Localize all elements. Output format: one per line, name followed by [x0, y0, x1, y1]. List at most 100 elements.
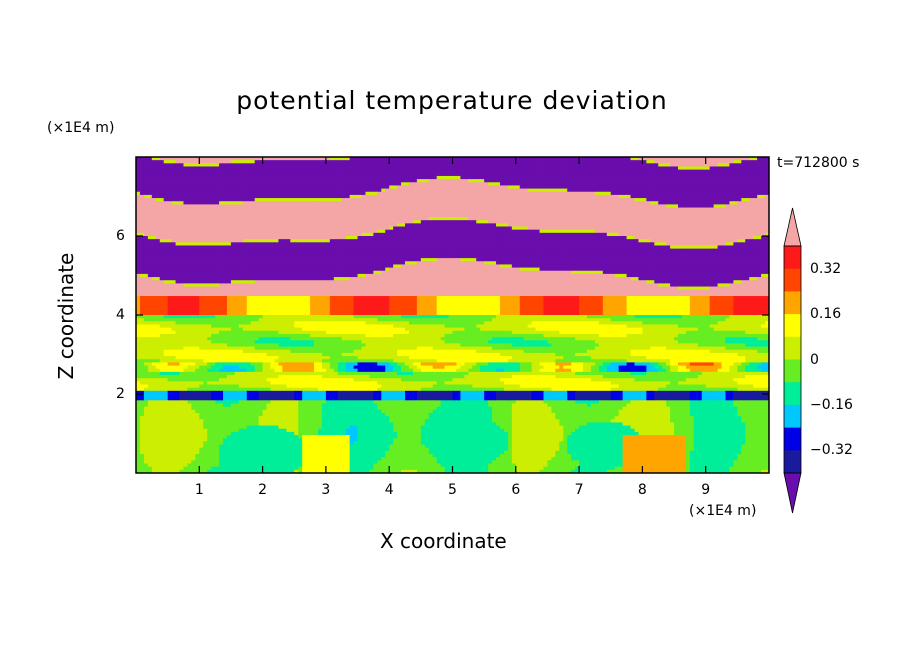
- field-cell: [179, 185, 185, 190]
- field-cell: [579, 157, 584, 161]
- field-cell: [211, 179, 216, 183]
- field-cell: [646, 169, 651, 174]
- field-cell: [678, 169, 683, 174]
- field-cell: [412, 194, 418, 199]
- field-cell: [385, 194, 390, 199]
- field-cell: [630, 188, 636, 193]
- field-cell: [136, 188, 141, 193]
- field-cell: [622, 157, 628, 161]
- field-cell: [337, 157, 343, 161]
- field-cell: [294, 188, 299, 193]
- field-cell: [602, 157, 608, 161]
- field-cell: [674, 166, 679, 171]
- field-cell: [456, 198, 462, 202]
- field-cell: [385, 157, 390, 161]
- field-cell: [456, 157, 462, 161]
- field-cell: [717, 163, 723, 168]
- field-cell: [262, 166, 268, 171]
- field-cell: [147, 157, 153, 161]
- field-cell: [361, 182, 367, 187]
- field-cell: [678, 188, 683, 193]
- field-cell: [333, 175, 339, 180]
- field-cell: [151, 169, 157, 174]
- field-cell: [345, 191, 351, 196]
- field-cell: [171, 194, 177, 199]
- field-cell: [741, 163, 746, 168]
- field-cell: [203, 166, 208, 171]
- field-cell: [503, 157, 509, 161]
- field-cell: [697, 172, 703, 177]
- field-cell: [753, 160, 758, 164]
- field-cell: [571, 194, 576, 199]
- field-cell: [511, 194, 517, 199]
- field-cell: [476, 169, 481, 174]
- field-cell: [456, 179, 462, 183]
- field-cell: [175, 169, 181, 174]
- field-cell: [689, 172, 695, 177]
- field-cell: [674, 160, 679, 164]
- field-cell: [211, 194, 216, 199]
- field-cell: [440, 191, 446, 196]
- field-cell: [440, 175, 446, 180]
- field-cell: [674, 175, 679, 180]
- field-cell: [195, 157, 200, 161]
- field-cell: [662, 172, 667, 177]
- field-cell: [274, 157, 280, 161]
- field-cell: [705, 182, 711, 187]
- contour-field: [136, 157, 769, 473]
- field-cell: [393, 169, 398, 174]
- field-cell: [670, 163, 675, 168]
- field-cell: [199, 157, 204, 161]
- field-cell: [705, 157, 711, 161]
- field-cell: [511, 157, 517, 161]
- field-cell: [701, 191, 707, 196]
- field-cell: [452, 188, 458, 193]
- field-cell: [753, 191, 758, 196]
- field-cell: [567, 169, 572, 174]
- field-cell: [654, 163, 659, 168]
- field-cell: [266, 191, 272, 196]
- field-cell: [270, 166, 276, 171]
- field-cell: [310, 169, 315, 174]
- field-cell: [587, 172, 592, 177]
- field-cell: [488, 188, 493, 193]
- field-cell: [191, 182, 196, 187]
- field-cell: [681, 179, 687, 183]
- field-cell: [179, 172, 185, 177]
- field-cell: [583, 188, 588, 193]
- field-cell: [749, 185, 754, 190]
- field-cell: [492, 198, 497, 202]
- field-cell: [321, 172, 327, 177]
- field-cell: [693, 185, 699, 190]
- field-cell: [250, 188, 256, 193]
- field-cell: [563, 175, 568, 180]
- field-cell: [630, 163, 636, 168]
- field-cell: [693, 188, 699, 193]
- field-cell: [223, 188, 228, 193]
- field-cell: [709, 194, 715, 199]
- field-cell: [215, 198, 220, 202]
- field-cell: [365, 179, 371, 183]
- field-cell: [219, 163, 224, 168]
- field-cell: [290, 182, 295, 187]
- field-cell: [187, 175, 192, 180]
- field-cell: [713, 169, 719, 174]
- field-cell: [432, 194, 438, 199]
- field-cell: [749, 182, 754, 187]
- field-cell: [638, 179, 643, 183]
- field-cell: [527, 163, 533, 168]
- field-cell: [238, 172, 244, 177]
- field-cell: [678, 175, 683, 180]
- field-cell: [674, 182, 679, 187]
- field-cell: [642, 188, 647, 193]
- field-cell: [325, 191, 331, 196]
- field-cell: [230, 166, 236, 171]
- field-cell: [266, 185, 272, 190]
- field-cell: [761, 160, 766, 164]
- field-cell: [452, 163, 458, 168]
- field-cell: [583, 198, 588, 202]
- field-cell: [365, 163, 371, 168]
- field-cell: [183, 194, 189, 199]
- field-cell: [598, 172, 604, 177]
- field-cell: [258, 166, 264, 171]
